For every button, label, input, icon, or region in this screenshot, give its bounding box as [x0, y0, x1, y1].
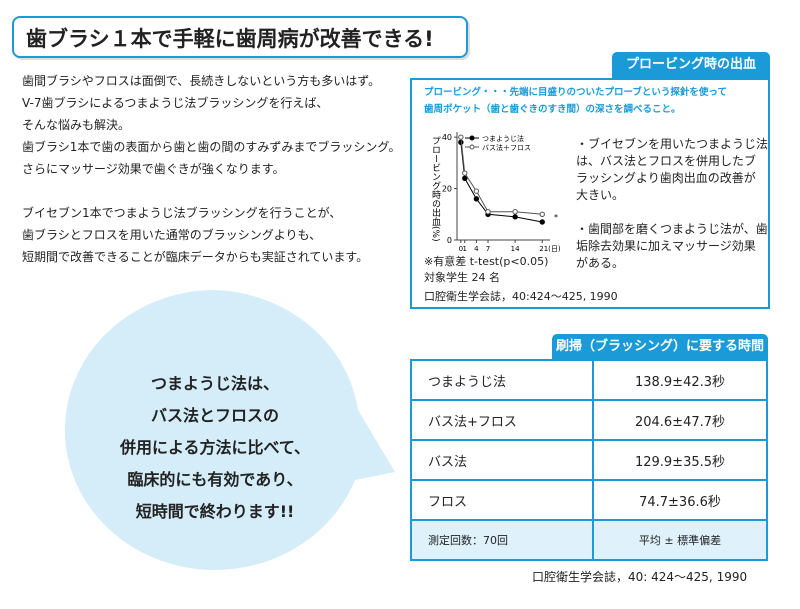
cell: つまようじ法: [410, 359, 594, 401]
paragraph: ブイセブン1本でつまようじ法ブラッシングを行うことが、 歯ブラシとフロスを用いた通…: [22, 202, 400, 268]
point: [512, 209, 518, 215]
note: ※有意差 t-test(p<0.05): [424, 255, 549, 268]
x-tick-label: 1: [463, 245, 467, 253]
text-line: 大きい。: [576, 188, 625, 202]
x-tick-label: 21(日): [539, 245, 561, 253]
legend-marker: [469, 144, 475, 150]
text-line: さらにマッサージ効果で歯ぐきが強くなります。: [22, 162, 285, 176]
line: [460, 137, 543, 215]
text-line: 短期間で改善できることが臨床データからも実証されています。: [22, 250, 369, 264]
cell: バス法+フロス: [410, 399, 594, 441]
text-line: がある。: [576, 256, 625, 270]
x-tick-label: 4: [474, 245, 479, 253]
point: [485, 209, 491, 215]
annotation: *: [554, 213, 558, 222]
x-tick-label: 0: [459, 245, 463, 253]
text-line: 併用による方法に比べて、: [119, 438, 311, 457]
cell: 74.7±36.6秒: [592, 479, 768, 521]
point: [539, 211, 545, 217]
footer-row: 測定回数：70回 平均 ± 標準偏差: [410, 519, 768, 561]
text-line: ブイセブン1本でつまようじ法ブラッシングを行うことが、: [22, 206, 342, 220]
text-line: 垢除去効果に加えマッサージ効果: [576, 239, 756, 253]
text-line: 歯間ブラシやフロスは面倒で、長続きしないという方も多いはず。: [22, 74, 381, 88]
cell: 129.9±35.5秒: [592, 439, 768, 481]
text-line: ・歯間部を磨くつまようじ法が、歯: [576, 222, 768, 236]
text-line: 歯周ポケット（歯と歯ぐきのすき間）の深さを調べること。: [424, 104, 681, 115]
bubble: つまようじ法は、 バス法とフロスの併用による方法に比べて、 臨床的にも有効であり、短…: [65, 368, 365, 528]
text-line: 臨床的にも有効であり、: [127, 470, 303, 489]
point: [512, 214, 518, 220]
text-line: は、バス法とフロスを併用したブ: [576, 154, 757, 168]
notes: ※有意差 t-test(p<0.05) 対象学生 24 名: [424, 254, 548, 286]
paragraph: 歯間ブラシやフロスは面倒で、長続きしないという方も多いはず。 V-7歯ブラシによる…: [22, 70, 400, 180]
text-line: 短時間で終わります!!: [135, 502, 295, 521]
point: [462, 175, 468, 181]
text-line: そんな悩みも解決。: [22, 118, 131, 132]
point: [458, 134, 464, 140]
row: バス法 129.9±35.5秒: [410, 439, 768, 481]
point: ・歯間部を磨くつまようじ法が、歯 垢除去効果に加えマッサージ効果 がある。: [576, 221, 768, 272]
point: [539, 219, 545, 225]
point: [473, 188, 480, 194]
text-line: バス法とフロスの: [150, 406, 279, 425]
text-line: 歯ブラシとフロスを用いた通常のブラッシングよりも、: [22, 228, 322, 242]
panel: [410, 78, 770, 309]
row: フロス 74.7±36.6秒: [410, 479, 768, 521]
cell: 204.6±47.7秒: [592, 399, 768, 441]
citation: 口腔衛生学会誌，40:424～425, 1990: [424, 290, 618, 303]
cell: 測定回数：70回: [410, 519, 594, 561]
y-label: プロービング時の出血(%): [430, 136, 441, 242]
description: プロービング・・・先端に目盛りのついたプローブという探針を使って 歯周ポケット（歯…: [424, 84, 727, 118]
cell: バス法: [410, 439, 594, 481]
y-tick-label: 20: [442, 185, 452, 194]
intro: 歯間ブラシやフロスは面倒で、長続きしないという方も多いはず。 V-7歯ブラシによる…: [22, 70, 400, 290]
text-line: プロービング・・・先端に目盛りのついたプローブという探針を使って: [424, 87, 727, 98]
point: [473, 196, 480, 202]
bubble-bg: [64, 289, 395, 570]
table-tab: 刷掃（ブラッシング）に要する時間: [552, 334, 768, 360]
title: 歯ブラシ１本で手軽に歯周病が改善できる!: [12, 16, 468, 58]
point: ・ブイセブンを用いたつまようじ法 は、バス法とフロスを併用したブ ラッシングより歯肉…: [576, 136, 768, 204]
x-tick-label: 7: [486, 245, 490, 253]
text-line: つまようじ法は、: [150, 374, 279, 393]
note: 対象学生 24 名: [424, 271, 500, 284]
legend-label: バス法＋フロス: [482, 143, 531, 152]
points: ・ブイセブンを用いたつまようじ法 は、バス法とフロスを併用したブ ラッシングより歯肉…: [576, 136, 768, 289]
text-line: ・ブイセブンを用いたつまようじ法: [576, 137, 769, 151]
cell: フロス: [410, 479, 594, 521]
y-tick-label: 40: [442, 133, 452, 142]
x-tick-label: 14: [511, 245, 520, 253]
y-tick-label: 0: [447, 236, 452, 245]
panel-tab: プロービング時の出血: [612, 52, 770, 78]
legend-label: つまようじ法: [482, 134, 524, 143]
legend-marker: [469, 135, 475, 141]
text-line: V-7歯ブラシによるつまようじ法ブラッシングを行えば、: [22, 96, 329, 110]
time-table: つまようじ法 138.9±42.3秒 バス法+フロス 204.6±47.7秒 バス法 12…: [410, 359, 768, 561]
row: つまようじ法 138.9±42.3秒: [410, 359, 768, 401]
cell: 138.9±42.3秒: [592, 359, 768, 401]
text-line: 歯ブラシ1本で歯の表面から歯と歯の間のすみずみまでブラッシング。: [22, 140, 401, 154]
cell: 平均 ± 標準偏差: [592, 519, 768, 561]
point: [462, 170, 468, 176]
bubble-shape: [64, 289, 395, 570]
text-line: ラッシングより歯肉出血の改善が: [576, 171, 756, 185]
line: [460, 142, 543, 223]
citation: 口腔衛生学会誌，40: 424～425, 1990: [532, 570, 748, 584]
row: バス法+フロス 204.6±47.7秒: [410, 399, 768, 441]
